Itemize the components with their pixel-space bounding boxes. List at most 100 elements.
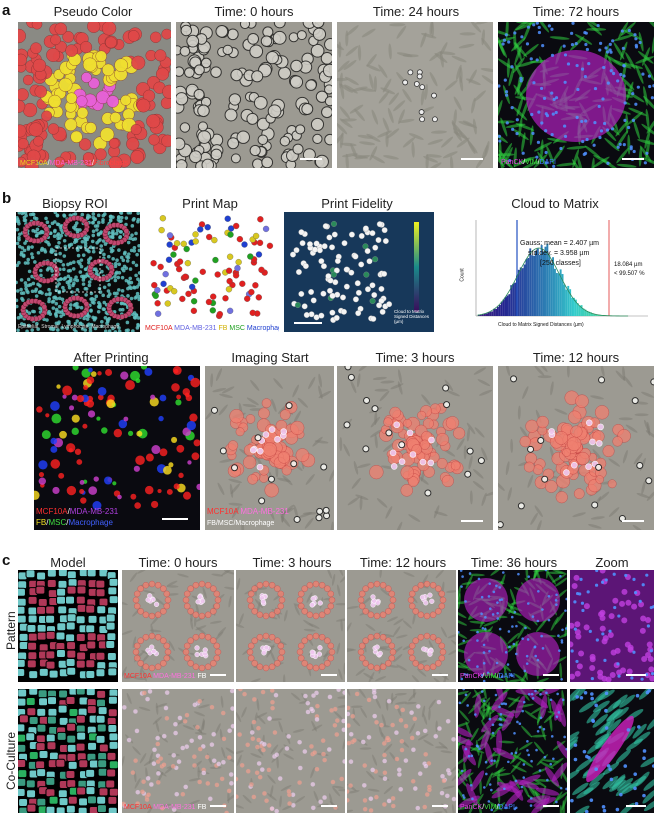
title-after-printing: After Printing	[73, 350, 149, 365]
legend-entry: MDA-MB-231	[172, 325, 217, 332]
roi-legend-epithelial: Epithelial	[18, 324, 39, 330]
scale-bar	[461, 520, 483, 522]
imaging-legend-1: MCF10A MDA-MB-231	[207, 507, 289, 516]
after-printing-image: MCF10A/MDA-MB-231 FB/MSC/Macrophage	[34, 366, 200, 530]
legend-entry: Macrophage	[246, 325, 279, 332]
legend-entry: MCF10A	[20, 160, 48, 167]
legend-entry: /	[482, 804, 485, 811]
scale-bar	[543, 674, 559, 676]
legend-entry: PanCK	[460, 804, 483, 811]
legend-entry: VIM	[484, 673, 497, 680]
hist-ylabel: Count	[459, 268, 466, 282]
scale-bar	[432, 674, 448, 676]
hist-threshold-value: 18.084 µm	[614, 262, 643, 268]
pseudo-color-legend: MCF10A/MDA-MB-231/Fibroblasts	[20, 160, 128, 167]
legend-entry: /	[47, 160, 50, 167]
legend-entry: MDA-MB-231	[151, 673, 196, 680]
c-stain-legend-pattern: PanCK/VIM/DAPI	[460, 673, 515, 680]
scale-bar	[321, 805, 337, 807]
hist-stats-mean: Gauss: mean = 2.407 µm	[520, 240, 599, 247]
legend-entry: PanCK	[501, 159, 524, 166]
title-pseudo-color: Pseudo Color	[53, 4, 133, 19]
legend-entry: /	[496, 804, 499, 811]
after-printing-legend-1: MCF10A/MDA-MB-231	[36, 507, 118, 516]
c-pattern-time-36-fluorescence	[458, 570, 567, 682]
imaging-start-image: MCF10A MDA-MB-231 FB/MSC/Macrophage	[205, 366, 334, 530]
title-zoom: Zoom	[595, 555, 629, 570]
roi-legend-lymphocyte: Lymphocyte	[61, 324, 89, 330]
c-cell-legend-coculture: MCF10A MDA-MB-231 FB	[124, 804, 206, 811]
title-c-time-0: Time: 0 hours	[138, 555, 218, 570]
legend-entry: /	[91, 160, 94, 167]
hist-stats-std: std.dev. = 3.958 µm	[528, 250, 590, 257]
biopsy-roi-image: Epithelial Stromal Lymphocyte Macrophage	[16, 212, 140, 332]
a-time-0-image	[176, 22, 332, 168]
legend-entry: DAPI	[539, 159, 556, 166]
model-coculture-image	[18, 689, 118, 813]
title-model: Model	[50, 555, 86, 570]
scale-bar	[210, 674, 226, 676]
roi-legend-stromal: Stromal	[41, 324, 59, 330]
c-pattern-time-12	[347, 570, 456, 682]
legend-entry: FB/MSC/Macrophage	[207, 520, 275, 527]
legend-entry: MDA-MB-231	[69, 507, 119, 516]
c-pattern-time-3	[236, 570, 345, 682]
scale-bar	[432, 805, 448, 807]
legend-entry: FB	[36, 518, 47, 527]
legend-entry: MCF10A	[207, 507, 239, 516]
row-label-pattern: Pattern	[4, 611, 18, 650]
legend-entry: Fibroblasts	[93, 160, 129, 167]
c-coculture-time-0	[122, 689, 234, 813]
print-map-image: MCF10A MDA-MB-231 FB MSC Macrophage	[145, 212, 279, 332]
title-a-time-72: Time: 72 hours	[532, 4, 620, 19]
title-print-map: Print Map	[182, 196, 238, 211]
panel-letter-c: c	[2, 552, 11, 569]
scale-bar	[300, 158, 322, 160]
b-time-12-image	[498, 366, 654, 530]
print-map-legend: MCF10A MDA-MB-231 FB MSC Macrophage	[145, 325, 279, 332]
c-pattern-time-0	[122, 570, 234, 682]
legend-entry: PanCK	[460, 673, 483, 680]
legend-entry: /	[496, 673, 499, 680]
scale-bar	[162, 518, 188, 520]
legend-entry: DAPI	[498, 804, 515, 811]
panel-letter-a: a	[2, 2, 11, 19]
c-coculture-time-3	[236, 689, 345, 813]
c-coculture-time-36-fluorescence	[458, 689, 567, 813]
legend-entry: MCF10A	[124, 804, 152, 811]
scale-bar	[626, 674, 646, 676]
legend-entry: MCF10A	[124, 673, 152, 680]
title-cloud-to-matrix: Cloud to Matrix	[511, 196, 599, 211]
hist-stats-classes: [256 classes]	[540, 260, 581, 267]
legend-entry: FB	[216, 325, 228, 332]
legend-entry: MCF10A	[36, 507, 68, 516]
title-b-time-3: Time: 3 hours	[375, 350, 455, 365]
title-a-time-24: Time: 24 hours	[372, 4, 460, 19]
legend-entry: MDA-MB-231	[151, 804, 196, 811]
print-fidelity-image: Cloud to Matrix Signed Distances (µm)	[284, 212, 434, 332]
b-time-3-image	[337, 366, 493, 530]
legend-entry: VIM	[525, 159, 538, 166]
fidelity-colorbar-label: Cloud to Matrix Signed Distances (µm)	[394, 309, 430, 324]
stain-legend: PanCK/VIM/DAPI	[501, 159, 556, 166]
c-coculture-time-12	[347, 689, 456, 813]
legend-entry: MDA-MB-231	[240, 507, 289, 516]
c-cell-legend-pattern: MCF10A MDA-MB-231 FB	[124, 673, 206, 680]
title-biopsy-roi: Biopsy ROI	[42, 196, 108, 211]
scale-bar	[210, 805, 226, 807]
c-coculture-zoom	[570, 689, 654, 813]
legend-entry: Macrophage	[68, 518, 113, 527]
roi-legend-macrophage: Macrophage	[91, 324, 120, 330]
model-pattern-image	[18, 570, 118, 682]
scale-bar	[543, 805, 559, 807]
c-pattern-zoom	[570, 570, 654, 682]
title-imaging-start: Imaging Start	[231, 350, 309, 365]
legend-entry: /	[46, 518, 49, 527]
a-time-24-image	[337, 22, 493, 168]
legend-entry: FB	[195, 804, 207, 811]
a-time-72-fluorescence: PanCK/VIM/DAPI	[498, 22, 654, 168]
title-c-time-12: Time: 12 hours	[359, 555, 447, 570]
scale-bar	[626, 805, 646, 807]
legend-entry: MSC	[48, 518, 67, 527]
imaging-legend-2: FB/MSC/Macrophage	[207, 520, 274, 527]
